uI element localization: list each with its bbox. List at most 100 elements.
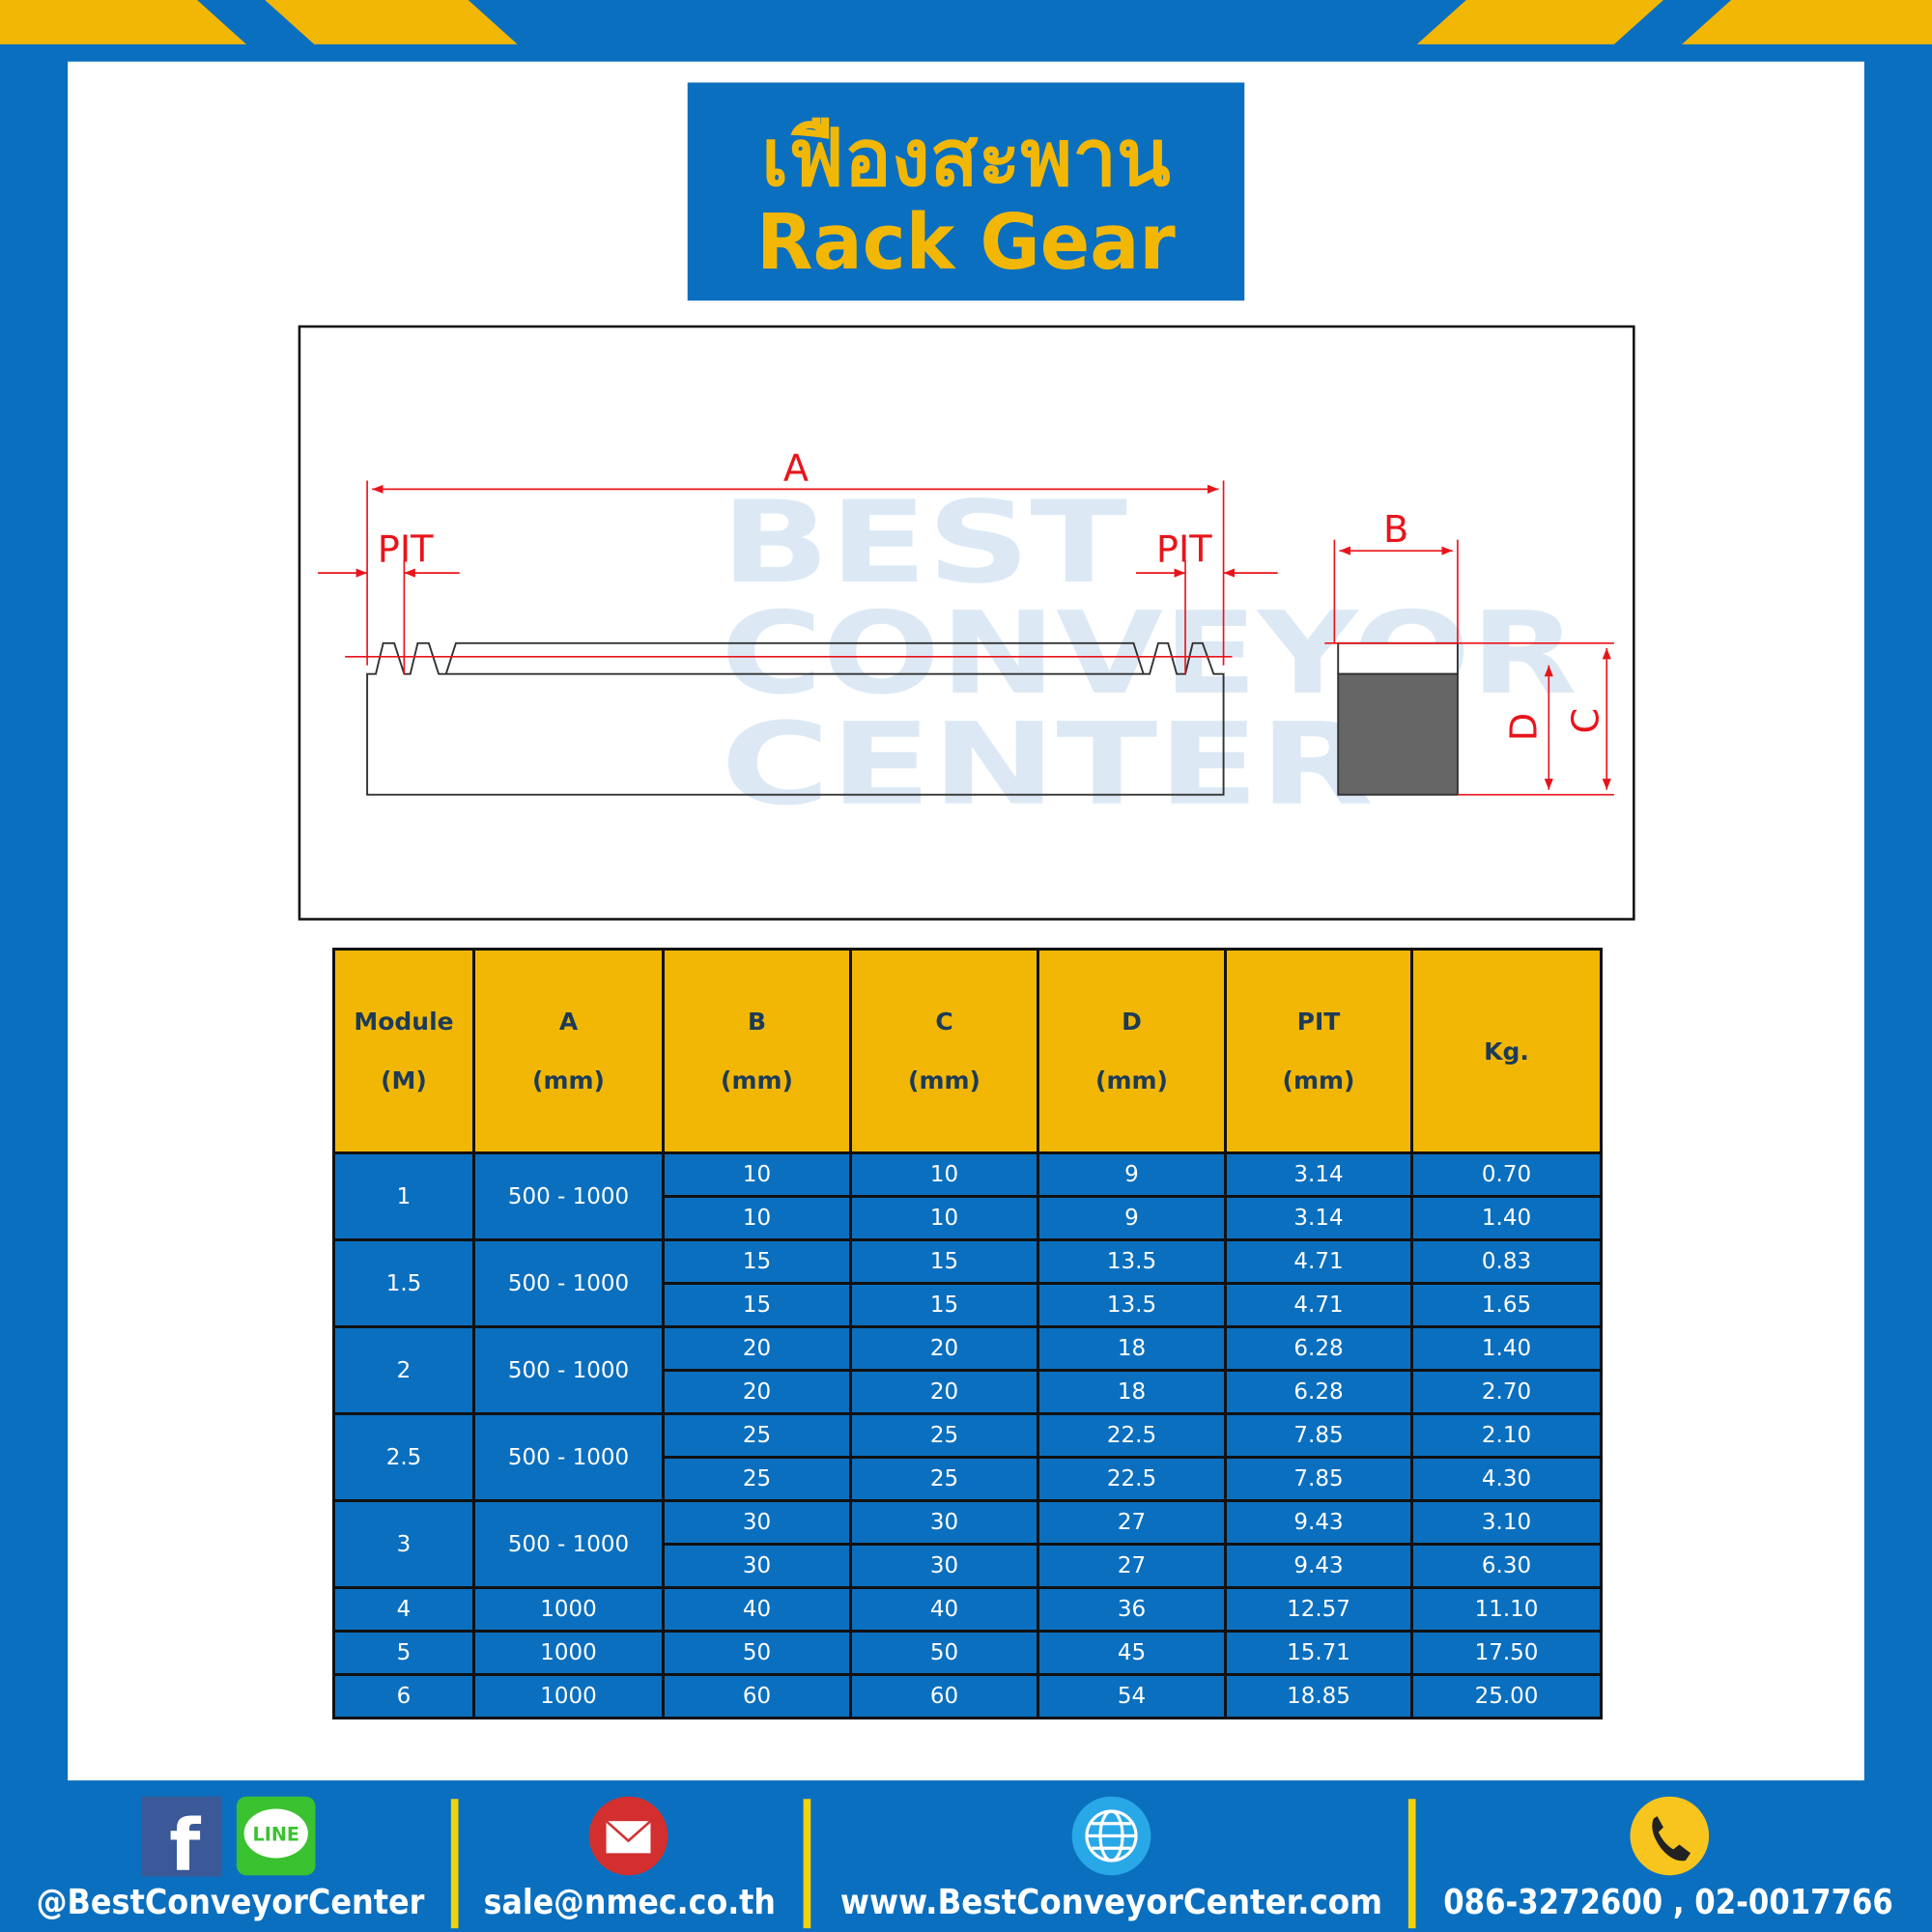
value-cell: 45 xyxy=(1037,1630,1227,1676)
module-cell: 4 xyxy=(332,1586,475,1633)
value-cell: 6.28 xyxy=(1224,1369,1413,1415)
body-row: 25 25 22.5 7.85 4.30 xyxy=(334,1456,1603,1502)
value-cell: 20 xyxy=(662,1369,852,1415)
value-cell: 10 xyxy=(662,1151,852,1198)
header-text: (mm) xyxy=(532,1066,605,1094)
module-cell: 5 xyxy=(332,1630,475,1676)
value-cell: 2.10 xyxy=(1410,1412,1603,1459)
value-cell: 3.14 xyxy=(1224,1151,1413,1198)
value-cell: 0.70 xyxy=(1410,1151,1603,1198)
value-cell: 18 xyxy=(1037,1325,1227,1372)
header-cell: B (mm) xyxy=(662,948,852,1154)
value-cell: 25 xyxy=(849,1456,1039,1502)
body-row: 10 10 9 3.14 1.40 xyxy=(334,1195,1603,1241)
value-cell: 7.85 xyxy=(1224,1412,1413,1459)
value-cell: 30 xyxy=(662,1499,852,1546)
value-cell: 18 xyxy=(1037,1369,1227,1415)
value-cell: 15 xyxy=(849,1238,1039,1285)
value-cell: 20 xyxy=(849,1369,1039,1415)
value-cell: 1.40 xyxy=(1410,1195,1603,1241)
separator xyxy=(450,1799,459,1929)
length-cell: 500 - 1000 xyxy=(472,1238,665,1328)
diagram-box xyxy=(298,325,1635,921)
facebook-icon xyxy=(141,1796,222,1877)
value-cell: 10 xyxy=(662,1195,852,1241)
header-row: Module (M) A (mm) B (mm) C (mm) D (mm) PIT (mm) Kg. xyxy=(332,948,1603,1154)
body-row: 1 500 - 1000 10 10 9 3.14 0.70 xyxy=(332,1151,1603,1241)
value-cell: 9.43 xyxy=(1224,1543,1413,1589)
website: www.BestConveyorCenter.com xyxy=(840,1883,1382,1922)
dim-label: PIT xyxy=(378,528,434,572)
value-cell: 50 xyxy=(662,1630,852,1676)
value-cell: 9 xyxy=(1037,1195,1227,1241)
header-text: PIT xyxy=(1296,1008,1341,1036)
value-cell: 30 xyxy=(849,1543,1039,1589)
value-cell: 7.85 xyxy=(1224,1456,1413,1502)
value-cell: 36 xyxy=(1037,1586,1227,1633)
value-cell: 18.85 xyxy=(1224,1673,1413,1719)
value-cell: 30 xyxy=(662,1543,852,1589)
value-cell: 25 xyxy=(662,1456,852,1502)
header-text: (mm) xyxy=(1095,1066,1168,1094)
phone: 086-3272600 , 02-0017766 xyxy=(1443,1883,1893,1922)
module-cell: 1.5 xyxy=(332,1238,475,1328)
value-cell: 40 xyxy=(662,1586,852,1633)
value-cell: 22.5 xyxy=(1037,1412,1227,1459)
body-row: 20 20 18 6.28 2.70 xyxy=(334,1369,1603,1415)
dim-label: PIT xyxy=(1156,528,1212,572)
module-cell: 2.5 xyxy=(332,1412,475,1502)
value-cell: 27 xyxy=(1037,1543,1227,1589)
social-handle: @BestConveyorCenter xyxy=(37,1883,425,1922)
globe-lines xyxy=(1085,1809,1138,1862)
length-cell: 500 - 1000 xyxy=(472,1325,665,1415)
body-row: 4 1000 40 40 36 12.57 11.10 xyxy=(332,1586,1603,1633)
watermark-line: CENTER xyxy=(721,698,1374,831)
header-text: C xyxy=(935,1008,953,1036)
length-cell: 500 - 1000 xyxy=(472,1412,665,1502)
body-row: 30 30 27 9.43 6.30 xyxy=(334,1543,1603,1589)
length-cell: 500 - 1000 xyxy=(472,1151,665,1241)
header-cell: PIT (mm) xyxy=(1224,948,1413,1154)
value-cell: 54 xyxy=(1037,1673,1227,1719)
value-cell: 1.65 xyxy=(1410,1282,1603,1328)
body-row: 15 15 13.5 4.71 1.65 xyxy=(334,1282,1603,1328)
value-cell: 4.30 xyxy=(1410,1456,1603,1502)
value-cell: 20 xyxy=(849,1325,1039,1372)
value-cell: 15 xyxy=(662,1282,852,1328)
dim-label: B xyxy=(1383,508,1408,552)
value-cell: 20 xyxy=(662,1325,852,1372)
value-cell: 3.14 xyxy=(1224,1195,1413,1241)
value-cell: 2.70 xyxy=(1410,1369,1603,1415)
dim-label: C xyxy=(1564,708,1607,734)
value-cell: 1.40 xyxy=(1410,1325,1603,1372)
rack-section xyxy=(1337,672,1459,796)
line-bubble xyxy=(243,1808,308,1859)
separator xyxy=(1407,1799,1416,1929)
value-cell: 9.43 xyxy=(1224,1499,1413,1546)
value-cell: 10 xyxy=(849,1195,1039,1241)
dim-labels: A PIT PIT B D C xyxy=(378,446,1608,741)
value-cell: 30 xyxy=(849,1499,1039,1546)
value-cell: 15.71 xyxy=(1224,1630,1413,1676)
header-cell: A (mm) xyxy=(472,948,665,1154)
mail-flap xyxy=(605,1820,652,1843)
watermark-line: BEST xyxy=(721,476,1127,609)
dim-label: A xyxy=(783,446,809,490)
value-cell: 25.00 xyxy=(1410,1673,1603,1719)
value-cell: 10 xyxy=(849,1151,1039,1198)
value-cell: 6.28 xyxy=(1224,1325,1413,1372)
header-cell: Kg. xyxy=(1410,948,1603,1154)
header-cell: Module (M) xyxy=(332,948,475,1154)
header-cell: C (mm) xyxy=(849,948,1039,1154)
value-cell: 60 xyxy=(849,1673,1039,1719)
header-cell: D (mm) xyxy=(1037,948,1227,1154)
rack-side xyxy=(366,641,1225,796)
top-stripes xyxy=(0,0,1932,44)
facebook-glyph: f xyxy=(169,1804,201,1888)
value-cell: 22.5 xyxy=(1037,1456,1227,1502)
line-glyph: LINE xyxy=(253,1824,299,1846)
email: sale@nmec.co.th xyxy=(484,1883,776,1922)
length-cell: 1000 xyxy=(472,1673,665,1719)
value-cell: 6.30 xyxy=(1410,1543,1603,1589)
